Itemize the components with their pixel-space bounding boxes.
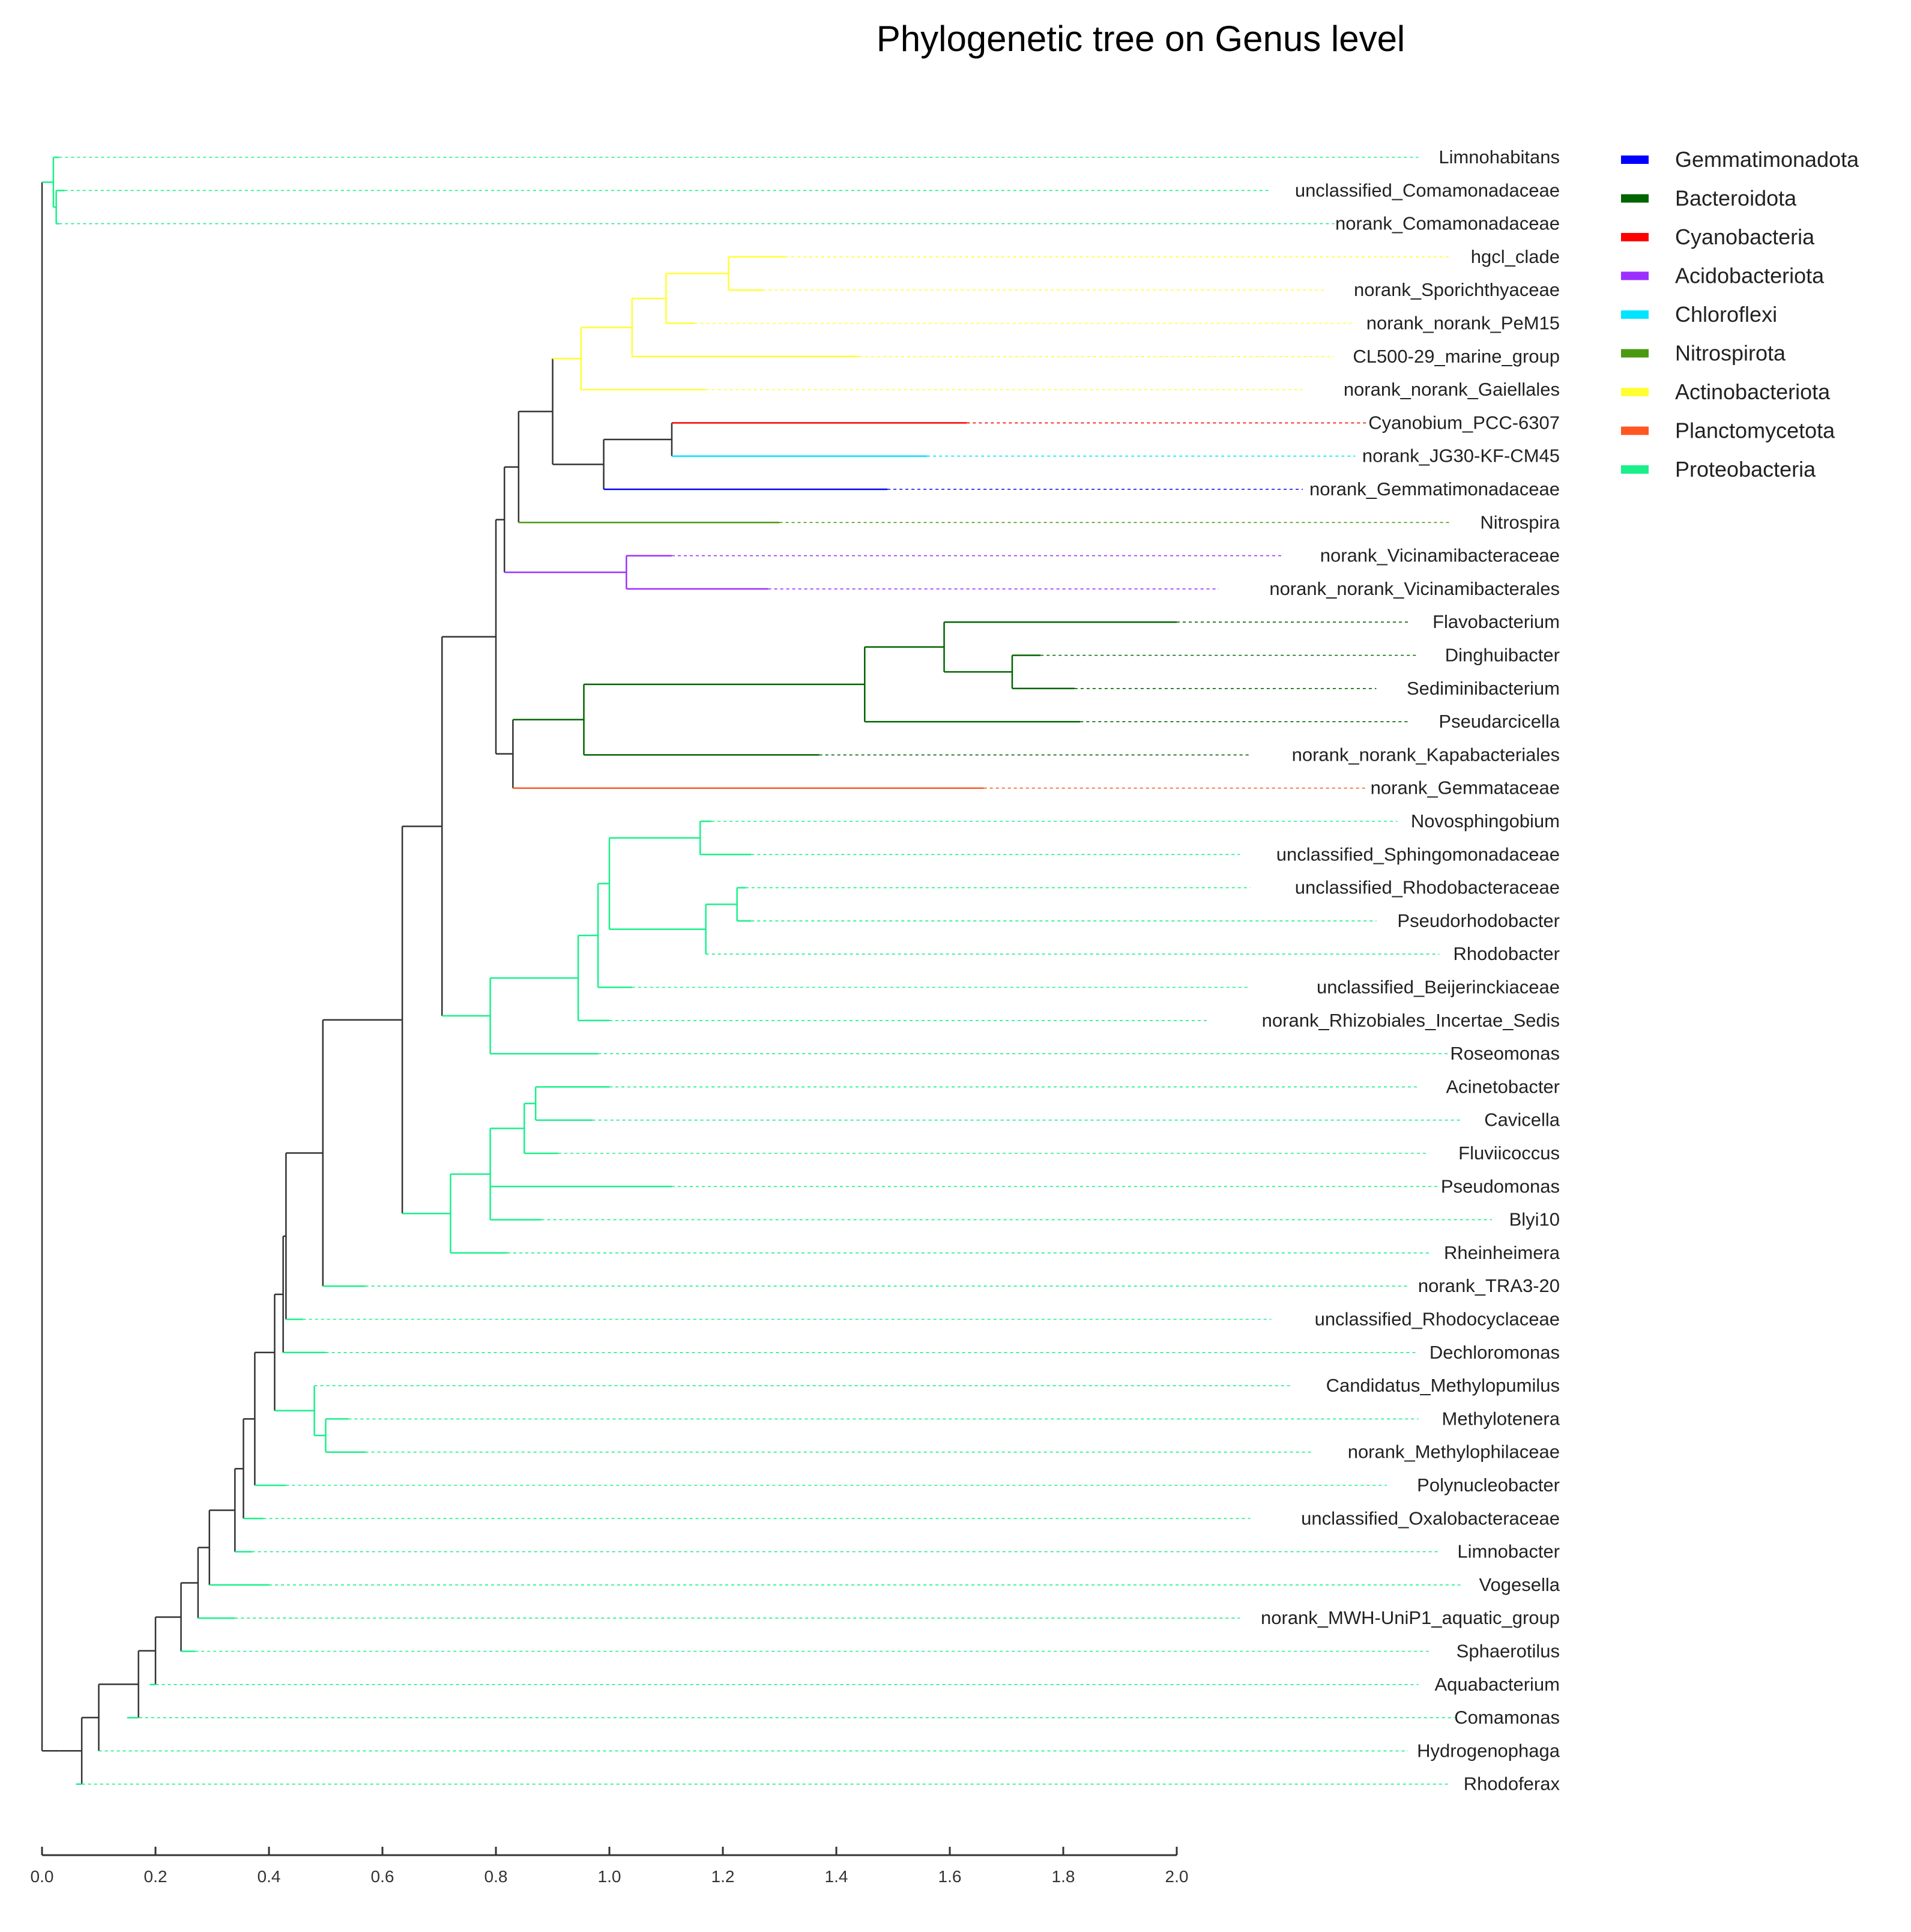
tip-label: unclassified_Beijerinckiaceae: [1317, 977, 1560, 998]
tip-label: norank_norank_Vicinamibacterales: [1269, 578, 1560, 599]
legend-label: Proteobacteria: [1675, 457, 1816, 481]
tip-label: norank_Rhizobiales_Incertae_Sedis: [1262, 1010, 1560, 1031]
tip-label: Cavicella: [1484, 1109, 1560, 1131]
tip-connectors: [59, 157, 1492, 1785]
tip-label: Limnohabitans: [1439, 146, 1560, 168]
tip-label: Polynucleobacter: [1417, 1475, 1560, 1496]
tip-labels: Limnohabitans unclassified_Comamonadaceae…: [1261, 146, 1560, 1795]
tip-label: Rhodoferax: [1464, 1774, 1560, 1795]
tip-label: Limnobacter: [1457, 1541, 1560, 1562]
legend-label: Gemmatimonadota: [1675, 147, 1859, 172]
distance-axis: 0.0 0.2 0.4 0.6 0.8 1.0 1.2 1.4 1.6 1.8 2.0: [31, 1847, 1189, 1886]
tip-label: Nitrospira: [1480, 512, 1560, 533]
tip-label: Comamonas: [1454, 1707, 1560, 1728]
tip-label: Pseudorhodobacter: [1397, 910, 1560, 931]
legend-label: Chloroflexi: [1675, 302, 1777, 327]
tip-label: Pseudomonas: [1441, 1176, 1560, 1197]
legend-swatch: [1621, 194, 1649, 203]
tip-label: Sphaerotilus: [1457, 1641, 1560, 1662]
tip-label: unclassified_Rhodobacteraceae: [1295, 877, 1560, 898]
tip-label: Sediminibacterium: [1407, 678, 1560, 699]
axis-tick-label: 1.6: [938, 1867, 962, 1886]
tip-label: norank_Comamonadaceae: [1335, 213, 1560, 234]
legend-swatch: [1621, 465, 1649, 474]
tip-label: norank_Gemmataceae: [1371, 777, 1560, 798]
tip-label: Rhodobacter: [1453, 943, 1560, 964]
tip-label: norank_Vicinamibacteraceae: [1320, 545, 1560, 566]
tip-label: Dechloromonas: [1429, 1342, 1560, 1363]
tip-label: unclassified_Comamonadaceae: [1295, 180, 1560, 201]
tip-label: CL500-29_marine_group: [1353, 346, 1560, 367]
tip-label: norank_JG30-KF-CM45: [1362, 445, 1560, 466]
tip-label: norank_Gemmatimonadaceae: [1309, 478, 1560, 500]
legend-label: Bacteroidota: [1675, 186, 1797, 211]
tip-label: Methylotenera: [1442, 1408, 1560, 1429]
tip-label: norank_norank_PeM15: [1366, 313, 1560, 334]
legend-swatch: [1621, 310, 1649, 319]
legend-swatch: [1621, 426, 1649, 435]
legend-swatch: [1621, 388, 1649, 396]
axis-tick-label: 1.2: [711, 1867, 735, 1886]
axis-tick-label: 0.4: [258, 1867, 281, 1886]
legend-swatch: [1621, 349, 1649, 358]
tree-branches: [41, 156, 1177, 1785]
tip-label: unclassified_Oxalobacteraceae: [1301, 1508, 1560, 1529]
legend-swatch: [1621, 233, 1649, 241]
tip-label: Flavobacterium: [1432, 611, 1560, 632]
tip-label: Candidatus_Methylopumilus: [1326, 1375, 1560, 1396]
tip-label: norank_TRA3-20: [1418, 1275, 1560, 1296]
legend-label: Actinobacteriota: [1675, 379, 1831, 404]
tip-label: Dinghuibacter: [1445, 645, 1560, 666]
tip-label: norank_norank_Kapabacteriales: [1292, 744, 1560, 765]
legend-label: Cyanobacteria: [1675, 225, 1815, 249]
axis-tick-label: 0.2: [144, 1867, 168, 1886]
axis-tick-label: 0.8: [485, 1867, 508, 1886]
legend-label: Acidobacteriota: [1675, 264, 1825, 288]
tip-label: hgcl_clade: [1471, 246, 1560, 267]
tip-label: Acinetobacter: [1446, 1076, 1560, 1097]
tip-label: Cyanobium_PCC-6307: [1368, 412, 1560, 433]
tip-label: norank_MWH-UniP1_aquatic_group: [1261, 1607, 1560, 1628]
page-title: Phylogenetic tree on Genus level: [876, 19, 1405, 59]
tip-label: norank_Methylophilaceae: [1348, 1441, 1560, 1463]
tip-label: Aquabacterium: [1434, 1674, 1560, 1695]
legend-swatch: [1621, 271, 1649, 280]
legend-label: Planctomycetota: [1675, 418, 1835, 443]
axis-tick-label: 1.4: [825, 1867, 848, 1886]
tip-label: Vogesella: [1479, 1574, 1560, 1595]
tip-label: Blyi10: [1509, 1209, 1560, 1230]
legend: Gemmatimonadota Bacteroidota Cyanobacteria…: [1621, 147, 1859, 481]
tip-label: norank_Sporichthyaceae: [1354, 279, 1560, 300]
axis-tick-label: 0.6: [371, 1867, 394, 1886]
tip-label: norank_norank_Gaiellales: [1344, 379, 1560, 400]
tip-label: Rheinheimera: [1444, 1242, 1560, 1263]
tip-label: Hydrogenophaga: [1417, 1740, 1560, 1761]
axis-tick-label: 2.0: [1165, 1867, 1189, 1886]
tip-label: Fluviicoccus: [1458, 1143, 1560, 1164]
legend-swatch: [1621, 155, 1649, 164]
tip-label: Roseomonas: [1450, 1043, 1560, 1064]
tip-label: Pseudarcicella: [1439, 711, 1560, 732]
tip-label: unclassified_Rhodocyclaceae: [1315, 1309, 1560, 1330]
tip-label: unclassified_Sphingomonadaceae: [1276, 844, 1560, 865]
axis-tick-label: 0.0: [31, 1867, 54, 1886]
axis-tick-label: 1.0: [598, 1867, 621, 1886]
axis-tick-label: 1.8: [1052, 1867, 1075, 1886]
tip-label: Novosphingobium: [1411, 811, 1560, 832]
legend-label: Nitrospirota: [1675, 341, 1786, 366]
